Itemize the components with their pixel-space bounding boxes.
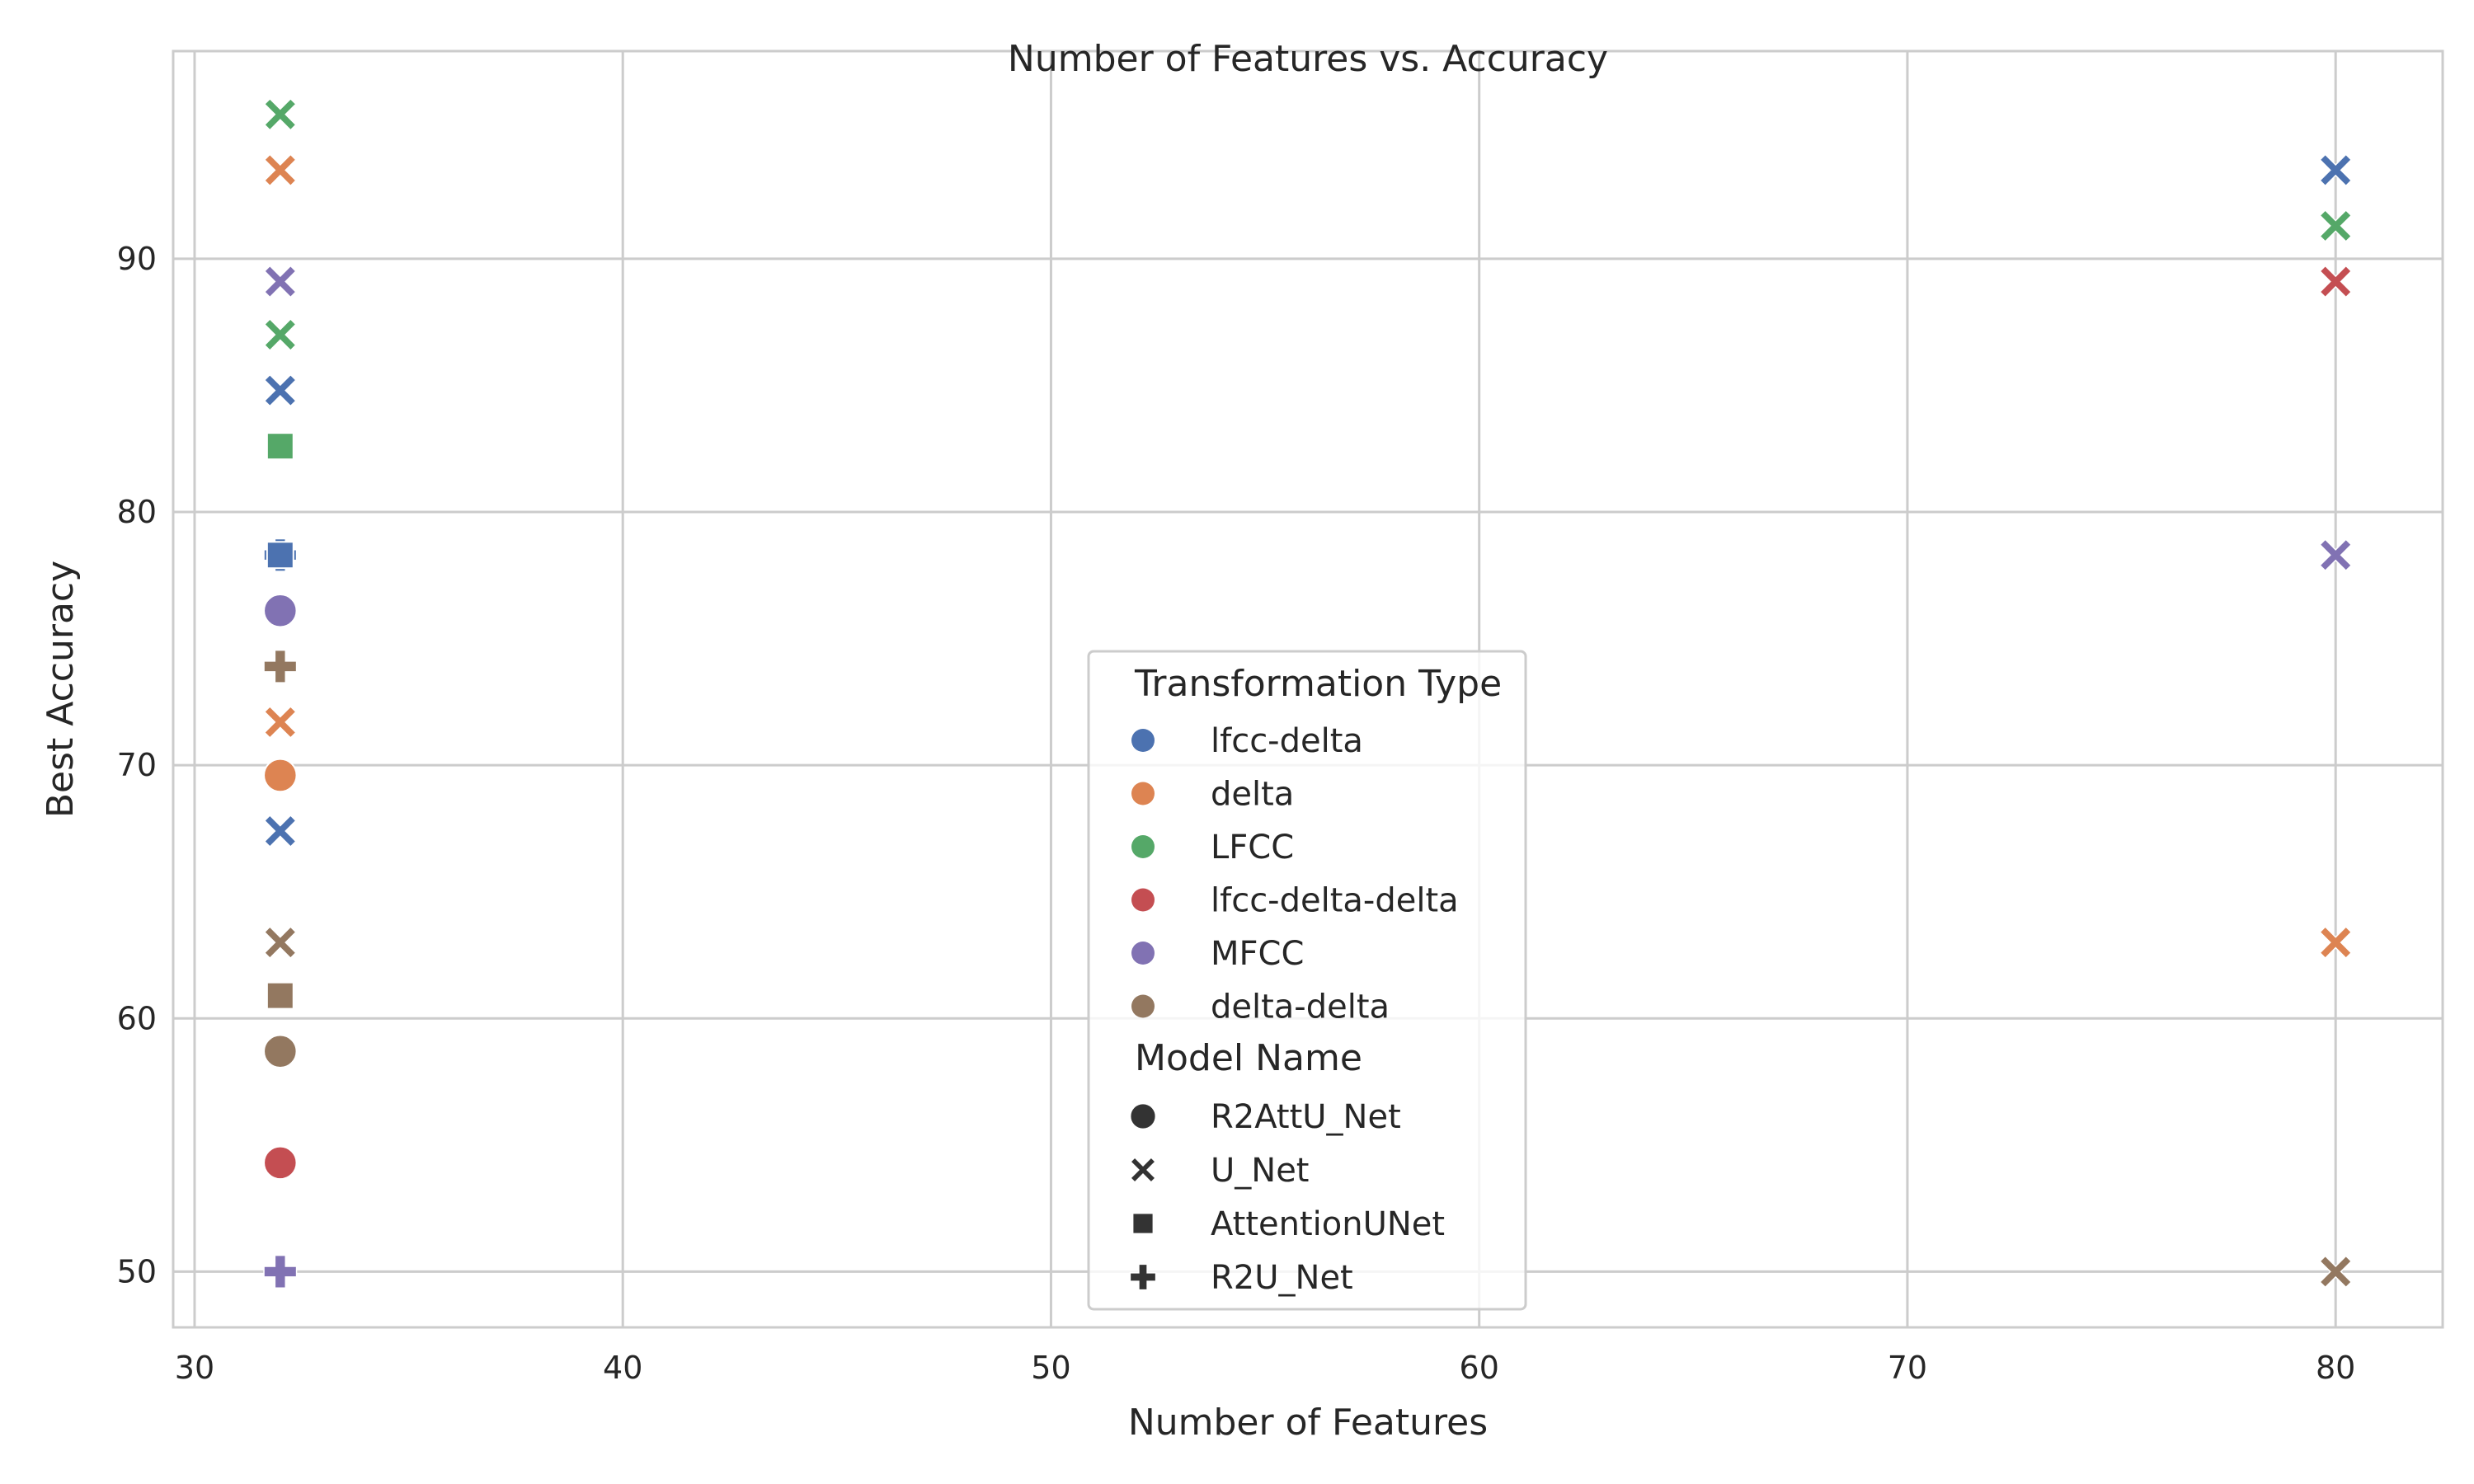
legend-marker-lfcc-delta: [1131, 729, 1155, 752]
data-point-lfcc-delta-u-net: [263, 814, 297, 848]
data-point-delta-r2attu-net: [263, 758, 298, 793]
legend-style-items: R2AttU_Net U_Net AttentionUNet R2U_Net: [1129, 1098, 1445, 1297]
legend-label-r2u-net: R2U_Net: [1211, 1259, 1353, 1297]
data-point-lfcc-delta-attentionunet: [266, 541, 294, 570]
data-point-lfcc-delta-delta-u-net: [2319, 265, 2353, 298]
legend-label-mfcc: MFCC: [1211, 935, 1304, 973]
gridlines: [173, 51, 2443, 1327]
legend-marker-attentionunet: [1131, 1212, 1155, 1235]
legend: Transformation Type lfcc-deltadeltaLFCCl…: [1087, 650, 1527, 1311]
y-tick-label: 80: [117, 494, 157, 530]
legend-label-lfcc-delta-delta: lfcc-delta-delta: [1211, 882, 1459, 920]
legend-title-transformation: Transformation Type: [1134, 663, 1502, 705]
data-point-lfcc-delta-delta-r2attu-net: [263, 1145, 298, 1181]
data-point-lfcc-delta-u-net: [2319, 153, 2353, 187]
x-axis-label: Number of Features: [1128, 1402, 1488, 1444]
legend-box: [1087, 650, 1527, 1311]
legend-title-model: Model Name: [1135, 1037, 1362, 1079]
data-point-mfcc-u-net: [2319, 538, 2353, 572]
y-axis-label: Best Accuracy: [40, 561, 82, 818]
data-point-lfcc-delta-u-net: [263, 373, 297, 407]
data-points: [263, 97, 2353, 1289]
legend-marker-delta: [1131, 782, 1155, 805]
legend-label-delta-delta: delta-delta: [1211, 989, 1390, 1026]
data-point-delta-u-net: [2319, 926, 2353, 960]
data-point-lfcc-u-net: [263, 317, 297, 352]
data-point-mfcc-r2u-net: [263, 1254, 298, 1289]
plot-area-frame: [172, 49, 2444, 1329]
data-point-mfcc-r2attu-net: [263, 594, 298, 628]
legend-marker-delta-delta: [1131, 994, 1155, 1018]
legend-hue-items: lfcc-delta delta LFCC lfcc-delta-delta MFCC d…: [1131, 722, 1459, 1026]
data-point-delta-delta-attentionunet: [266, 981, 294, 1010]
x-tick-label: 80: [2316, 1350, 2355, 1386]
data-point-delta-u-net: [263, 705, 297, 739]
tick-labels: 30 40 50 60 70 80 50 60 70 80 90: [117, 241, 2356, 1386]
y-tick-label: 70: [117, 747, 157, 783]
data-point-lfcc-u-net: [2319, 209, 2353, 242]
legend-marker-r2u-net: [1129, 1263, 1157, 1291]
legend-marker-r2attu-net: [1129, 1102, 1157, 1130]
legend-label-r2attu-net: R2AttU_Net: [1211, 1098, 1401, 1136]
legend-marker-lfcc: [1131, 835, 1155, 858]
y-tick-label: 90: [117, 241, 157, 277]
y-tick-label: 50: [117, 1253, 157, 1289]
data-point-delta-delta-u-net: [263, 926, 297, 960]
x-tick-label: 60: [1460, 1350, 1499, 1386]
legend-label-u-net: U_Net: [1211, 1152, 1310, 1190]
x-tick-label: 30: [175, 1350, 214, 1386]
data-point-mfcc-u-net: [263, 265, 297, 298]
x-tick-label: 40: [603, 1350, 642, 1386]
y-tick-label: 60: [117, 1000, 157, 1036]
x-tick-label: 70: [1888, 1350, 1927, 1386]
legend-label-attentionunet: AttentionUNet: [1211, 1205, 1445, 1243]
x-tick-label: 50: [1031, 1350, 1070, 1386]
data-point-lfcc-u-net: [263, 97, 297, 131]
legend-label-lfcc: LFCC: [1211, 829, 1294, 866]
data-point-delta-delta-u-net: [2319, 1255, 2353, 1289]
data-point-delta-delta-r2u-net: [263, 649, 298, 683]
data-point-delta-delta-r2attu-net: [263, 1034, 298, 1068]
data-point-delta-u-net: [263, 153, 297, 187]
chart-title: Number of Features vs. Accuracy: [1008, 38, 1608, 80]
legend-label-lfcc-delta: lfcc-delta: [1211, 722, 1363, 760]
data-point-lfcc-attentionunet: [266, 432, 294, 461]
legend-marker-mfcc: [1131, 942, 1155, 965]
legend-label-delta: delta: [1211, 776, 1294, 814]
legend-marker-u-net: [1129, 1156, 1157, 1184]
legend-marker-lfcc-delta-delta: [1131, 888, 1155, 912]
